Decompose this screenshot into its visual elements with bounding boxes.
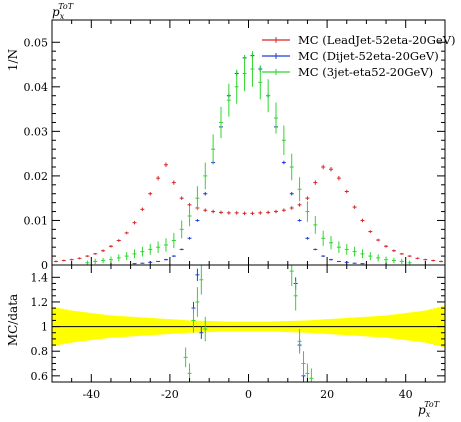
xlabel-sup: ToT [424, 400, 440, 409]
y-tick-label: 0 [41, 259, 48, 272]
main-series-group [53, 51, 444, 265]
ratio-x-axis: -40 -20 0 20 40 [51, 265, 446, 401]
x-tick-label: 40 [399, 388, 413, 401]
ratio-y-axis: 0.6 0.8 1 1.2 1.4 [31, 271, 445, 383]
title-sup: ToT [58, 2, 74, 11]
legend-entry: MC (3jet-eta52-20GeV) [298, 65, 433, 79]
series-2 [85, 51, 412, 265]
x-tick-label: 20 [320, 388, 334, 401]
y-tick-label: 0.02 [24, 170, 49, 183]
ratio-y-tick-label: 1.4 [31, 271, 49, 284]
title-main: p [52, 5, 60, 19]
series-1 [132, 52, 365, 265]
main-plot-area: 0 0.01 0.02 0.03 0.04 0.05 [24, 19, 446, 272]
x-tick-label: -20 [161, 388, 179, 401]
xlabel-sub: x [426, 410, 431, 419]
y-tick-label: 0.03 [24, 125, 49, 138]
chart-title-label: pxToT [52, 2, 74, 21]
ratio-y-tick-label: 0.8 [31, 345, 49, 358]
y-tick-label: 0.01 [24, 214, 49, 227]
ratio-y-tick-label: 0.6 [31, 370, 49, 383]
ratio-y-axis-title: MC/data [6, 294, 20, 346]
y-tick-label: 0.04 [24, 81, 49, 94]
ratio-y-tick-label: 1 [41, 321, 48, 334]
x-tick-label: 0 [245, 388, 252, 401]
x-tick-label: -40 [82, 388, 100, 401]
legend: MC (LeadJet-52eta-20GeV) MC (Dijet-52eta-… [262, 33, 456, 79]
y-axis-title: 1/N [6, 49, 20, 71]
y-tick-label: 0.05 [24, 36, 49, 49]
series-0 [53, 162, 444, 263]
x-axis-title: pxToT [418, 400, 440, 419]
xlabel-main: p [418, 403, 426, 417]
ratio-plot-area: 0.6 0.8 1 1.2 1.4 -40 -20 0 20 40 [31, 264, 446, 401]
ratio-y-tick-label: 1.2 [31, 296, 49, 309]
legend-entry: MC (LeadJet-52eta-20GeV) [298, 33, 456, 47]
title-sub: x [60, 12, 65, 21]
legend-entry: MC (Dijet-52eta-20GeV) [298, 49, 439, 63]
main-y-axis: 0 0.01 0.02 0.03 0.04 0.05 [24, 36, 445, 272]
main-x-axis [51, 20, 446, 265]
